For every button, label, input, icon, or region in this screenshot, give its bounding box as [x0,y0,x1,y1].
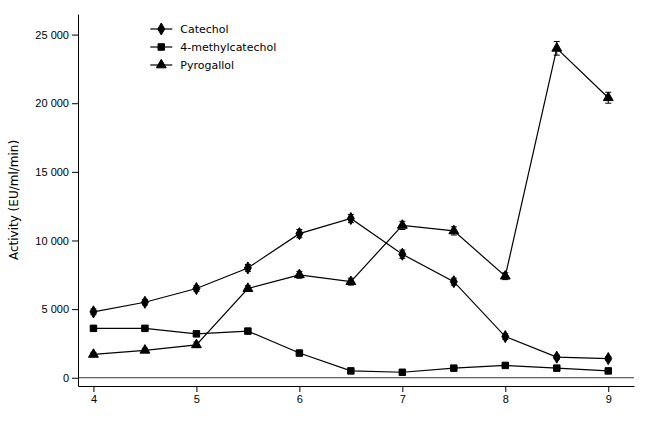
marker [142,325,148,331]
marker [397,220,407,229]
marker [193,331,199,337]
marker [244,262,251,274]
marker [553,351,560,363]
y-tick: 20 000 [35,97,78,109]
y-tick: 0 [63,372,78,384]
marker [296,350,302,356]
legend-marker [156,59,166,68]
series-line [93,328,608,372]
marker [399,369,405,375]
y-tick-mark [72,240,78,241]
marker [347,213,354,225]
y-tick-mark [72,309,78,310]
y-tick-label: 0 [63,372,69,384]
marker [90,325,96,331]
legend-item: Catechol [150,23,228,36]
y-axis-line [78,15,79,387]
y-axis: 0 5 000 10 000 15 000 20 000 25 000 [35,15,78,387]
x-tick-label: 9 [606,393,612,405]
x-tick: 8 [503,386,509,405]
y-tick-label: 25 000 [35,29,69,41]
marker [554,365,560,371]
marker [296,228,303,240]
data-marks [89,41,614,375]
marker [552,43,562,52]
legend-label: 4-methylcatechol [180,41,276,54]
x-tick: 5 [194,386,200,405]
x-tick-label: 8 [503,393,509,405]
x-tick-mark [299,386,300,392]
y-tick-mark [72,172,78,173]
x-tick-mark [93,386,94,392]
legend-item: 4-methylcatechol [150,41,276,54]
x-axis: 4 5 6 7 8 9 [79,386,635,405]
marker [500,270,510,279]
x-tick: 7 [400,386,406,405]
y-tick: 10 000 [35,235,78,247]
plot-area: 4 5 6 7 8 9 0 5 000 10 000 15 000 20 000 25 000 Cate… [35,15,634,405]
x-tick-label: 6 [297,393,303,405]
series-line [93,219,608,359]
series [90,325,611,375]
marker [346,276,356,285]
y-tick-mark [72,103,78,104]
y-tick: 5 000 [41,303,78,315]
x-tick-mark [608,386,609,392]
marker [450,276,457,288]
series [90,213,612,365]
x-tick-mark [505,386,506,392]
marker [449,225,459,234]
marker [191,339,201,348]
y-tick-label: 15 000 [35,166,69,178]
chart: 4 5 6 7 8 9 0 5 000 10 000 15 000 20 000 25 000 Cate… [0,0,654,422]
legend: Catechol 4-methylcatechol Pyrogallol [150,23,276,72]
y-axis-title: Activity (EU/ml/min) [7,140,21,260]
x-tick: 6 [297,386,303,405]
x-tick-label: 7 [400,393,406,405]
marker [605,353,612,365]
marker [348,368,354,374]
marker [89,349,99,358]
legend-marker [158,23,165,35]
legend-marker [158,44,164,50]
marker [294,269,304,278]
series-line [93,48,608,354]
marker [90,306,97,318]
marker [243,283,253,292]
x-tick-label: 4 [91,393,97,405]
series [89,41,614,357]
x-axis-line [79,386,635,387]
x-tick-mark [196,386,197,392]
y-tick-label: 5 000 [41,303,69,315]
y-tick: 15 000 [35,166,78,178]
y-tick-label: 20 000 [35,97,69,109]
legend-item: Pyrogallol [150,59,234,72]
x-tick: 4 [91,386,97,405]
marker [603,92,613,101]
legend-label: Catechol [180,23,228,36]
baseline [78,377,634,378]
marker [245,328,251,334]
marker [399,248,406,260]
y-tick: 25 000 [35,29,78,41]
marker [193,283,200,295]
y-tick-label: 10 000 [35,235,69,247]
x-tick: 9 [606,386,612,405]
marker [605,368,611,374]
x-tick-mark [402,386,403,392]
marker [451,365,457,371]
marker [502,331,509,343]
marker [140,345,150,354]
legend-label: Pyrogallol [180,59,234,72]
y-tick-mark [72,378,78,379]
x-tick-label: 5 [194,393,200,405]
marker [141,296,148,308]
y-tick-mark [72,35,78,36]
marker [502,362,508,368]
